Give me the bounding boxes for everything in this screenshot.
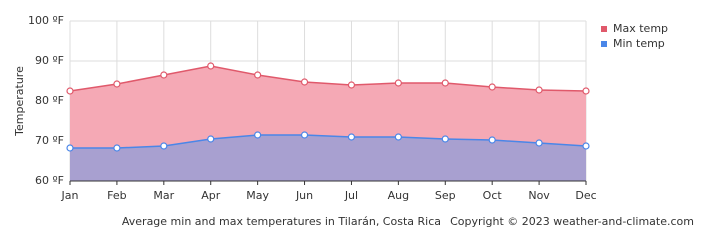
point: [347, 81, 356, 89]
x-tick-label: Nov: [528, 189, 550, 202]
point: [488, 136, 496, 144]
line: [69, 65, 587, 92]
y-tick-label: 100 ºF: [28, 14, 64, 27]
x-tick-label: Oct: [483, 189, 503, 202]
legend-marker: [601, 41, 607, 47]
copyright: Copyright © 2023 weather-and-climate.com: [450, 215, 694, 228]
x-tick-label: Jan: [61, 189, 79, 202]
point: [160, 142, 168, 150]
y-axis-label: Temperature: [13, 66, 26, 137]
legend-marker: [601, 26, 607, 32]
x-tick-label: Aug: [388, 189, 409, 202]
point: [254, 71, 262, 79]
point: [207, 62, 215, 70]
x-tick-label: Sep: [435, 189, 456, 202]
point: [207, 135, 215, 143]
point: [394, 79, 402, 87]
legend-label: Min temp: [613, 37, 665, 50]
point: [300, 131, 309, 139]
x-tick-label: Mar: [153, 189, 174, 202]
point: [441, 135, 449, 143]
x-tick-label: Feb: [107, 189, 126, 202]
point: [535, 86, 543, 94]
point: [441, 79, 449, 87]
x-tick-label: Dec: [575, 189, 596, 202]
caption: Average min and max temperatures in Tila…: [122, 215, 441, 228]
point: [347, 133, 356, 141]
x-tick-label: Jul: [344, 189, 358, 202]
point: [488, 83, 496, 91]
line: [70, 134, 587, 149]
y-tick-label: 90 ºF: [35, 54, 64, 67]
y-tick-label: 70 ºF: [35, 134, 64, 147]
x-tick-label: Jun: [295, 189, 313, 202]
legend-label: Max temp: [613, 22, 668, 35]
y-tick-label: 60 ºF: [35, 174, 64, 187]
chart: Temperature Average min and max temperat…: [13, 14, 694, 228]
point: [113, 80, 121, 88]
point: [160, 71, 168, 79]
point: [582, 142, 590, 150]
point: [66, 87, 74, 95]
point: [582, 87, 590, 95]
x-tick-label: Apr: [201, 189, 221, 202]
point: [535, 139, 543, 147]
point: [254, 131, 262, 139]
point: [394, 133, 402, 141]
point: [300, 78, 309, 86]
y-tick-label: 80 ºF: [35, 94, 64, 107]
point: [66, 144, 74, 152]
area-fill: [70, 135, 586, 181]
x-tick-label: May: [246, 189, 269, 202]
point: [113, 144, 121, 152]
